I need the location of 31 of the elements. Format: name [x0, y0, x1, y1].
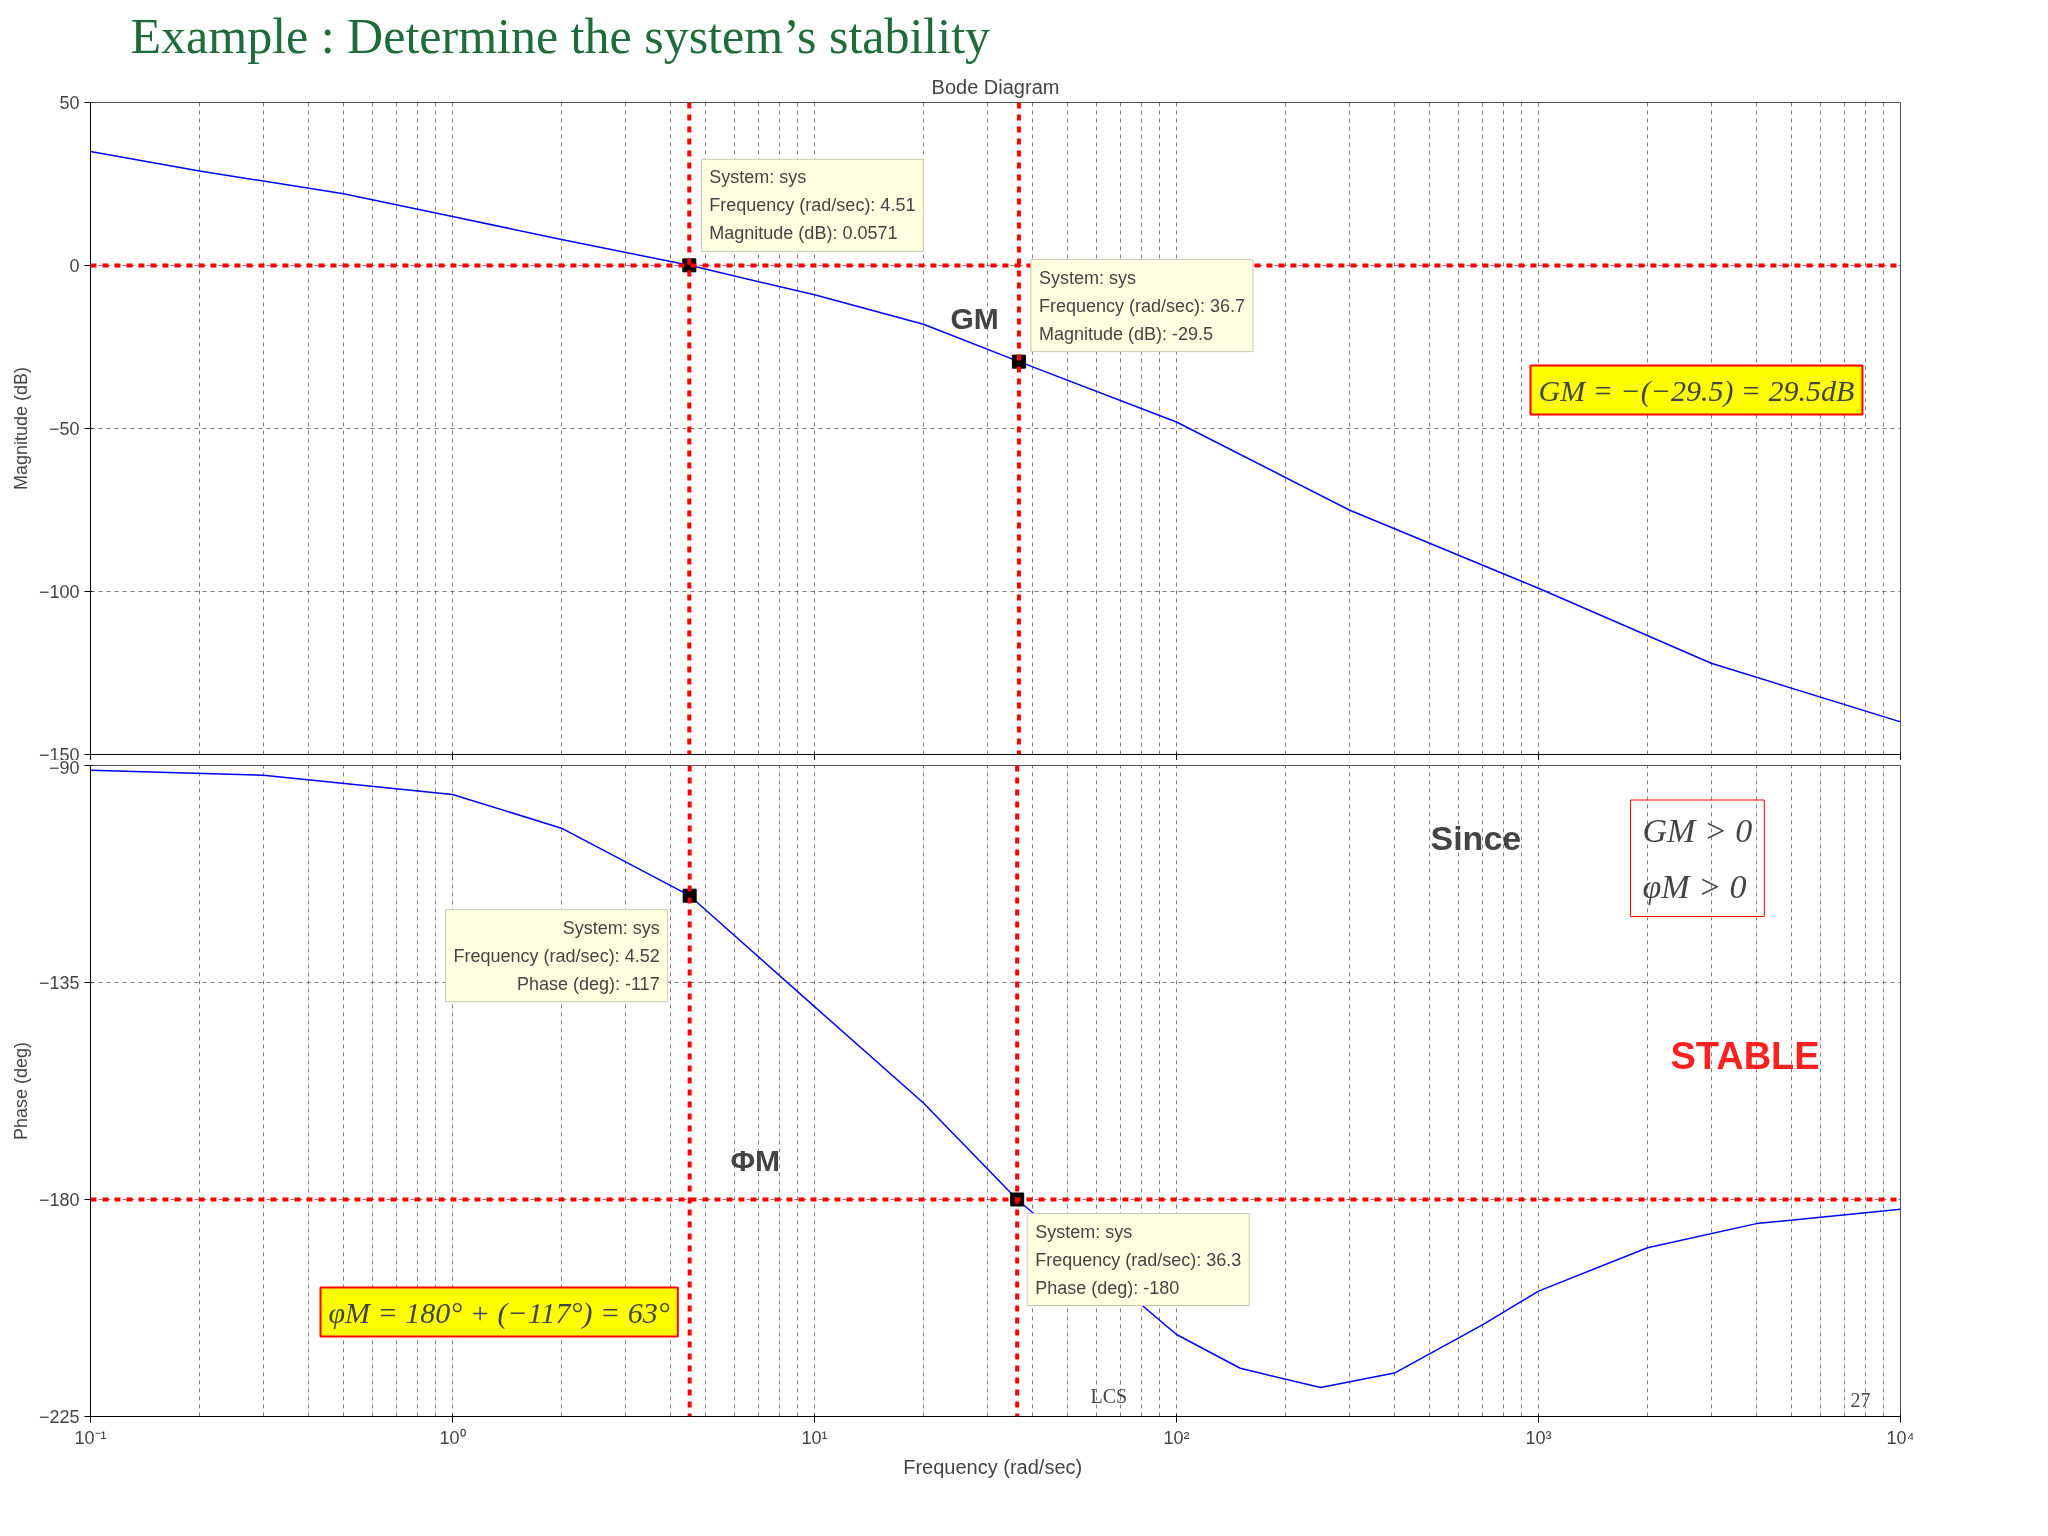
y-tick-label: 50 — [59, 93, 80, 113]
x-tick-label: 10⁴ — [1886, 1427, 1915, 1448]
annotation: STABLE — [1670, 1034, 1820, 1077]
x-tick-label: 10² — [1163, 1427, 1190, 1448]
y-axis-title: Phase (deg) — [10, 1041, 31, 1141]
y-tick-label: −225 — [38, 1407, 80, 1427]
chart-title: Example : Determine the system’s stability — [130, 7, 991, 64]
y-tick-label: −135 — [38, 973, 80, 993]
annotation: GM = −(−29.5) = 29.5dB — [1538, 373, 1855, 408]
chart-subtitle: Bode Diagram — [931, 75, 1060, 98]
y-tick-label: −180 — [38, 1190, 80, 1210]
annotation: System: sys Frequency (rad/sec): 36.7 Magnitude (dB): -29.5 — [1038, 267, 1246, 344]
x-tick-label: 10⁻¹ — [74, 1427, 107, 1448]
x-tick-label: 10¹ — [801, 1427, 828, 1448]
annotation: GM — [950, 301, 999, 335]
y-tick-label: 0 — [69, 256, 80, 276]
x-tick-label: 10⁰ — [439, 1427, 466, 1448]
annotation: φM = 180° + (−117°) = 63° — [328, 1295, 670, 1330]
annotation: Since — [1430, 818, 1522, 857]
annotation: LCS — [1090, 1384, 1128, 1407]
y-tick-label: −50 — [48, 419, 80, 439]
annotation: ΦM — [730, 1143, 781, 1177]
annotation: System: sys Frequency (rad/sec): 4.52 Phase (deg): -117 — [453, 917, 660, 994]
annotation: 27 — [1850, 1388, 1871, 1411]
annotation: System: sys Frequency (rad/sec): 4.51 Magnitude (dB): 0.0571 — [709, 167, 916, 244]
annotation: GM > 0 φM > 0 — [1642, 812, 1753, 905]
y-tick-label: −100 — [38, 582, 80, 602]
annotation: System: sys Frequency (rad/sec): 36.3 Phase (deg): -180 — [1035, 1221, 1242, 1298]
x-tick-label: 10³ — [1525, 1427, 1552, 1448]
y-axis-title: Magnitude (dB) — [10, 366, 31, 491]
x-axis-title: Frequency (rad/sec) — [903, 1455, 1083, 1478]
